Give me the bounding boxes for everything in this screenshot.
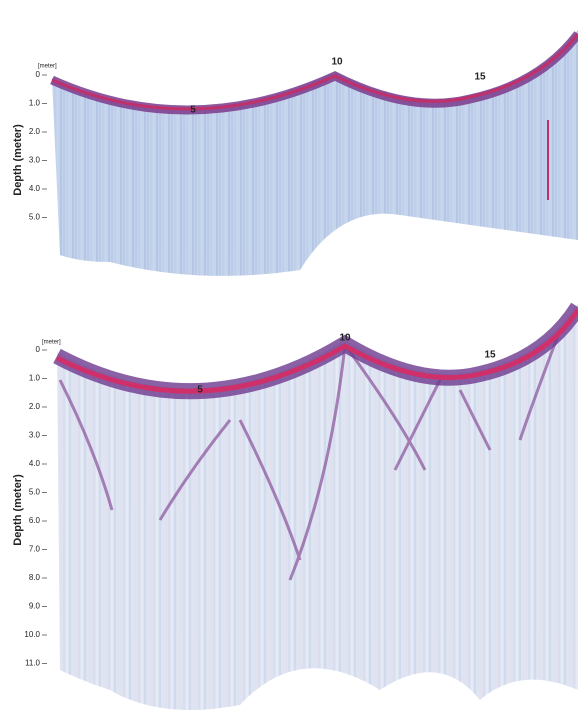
y-tick-label: 2.0 [29,402,41,411]
y-tick-label: 4.0 [29,184,41,193]
y-tick-label: 1.0 [29,374,41,383]
y-tick-label: 3.0 [29,156,41,165]
bottom-radargram: [meter] Depth (meter) 5 10 15 [12,302,578,710]
unit-label: [meter] [38,64,57,70]
y-tick-label: 5.0 [29,488,41,497]
y-tick-label: 10.0 [24,630,40,639]
surface-reflection [55,308,578,394]
y-tick-label: 0 [36,70,41,79]
top-radargram: [meter] Depth (meter) 5 10 15 [12,30,578,276]
surface-reflection [51,33,578,111]
trace-marker: 10 [339,333,351,344]
radargram-body [57,303,578,710]
y-axis-title: Depth (meter) [12,124,24,196]
y-tick-label: 2.0 [29,127,41,136]
y-tick-label: 8.0 [29,573,41,582]
y-tick-label: 1.0 [29,99,41,108]
unit-label: [meter] [42,340,61,346]
y-tick-label: 9.0 [29,602,41,611]
y-tick-label: 11.0 [25,659,41,668]
trace-marker: 5 [190,105,196,116]
y-tick-label: 0 [36,345,41,354]
trace-marker: 5 [197,385,203,396]
y-tick-label: 6.0 [29,516,41,525]
trace-marker: 10 [331,57,343,68]
y-tick-label: 3.0 [29,431,41,440]
radargram-body [52,30,578,276]
y-tick-label: 4.0 [29,459,41,468]
trace-marker: 15 [484,350,496,361]
y-tick-label: 5.0 [29,213,41,222]
y-axis-title: Depth (meter) [12,474,24,546]
y-tick-label: 7.0 [29,545,41,554]
trace-marker: 15 [474,72,486,83]
